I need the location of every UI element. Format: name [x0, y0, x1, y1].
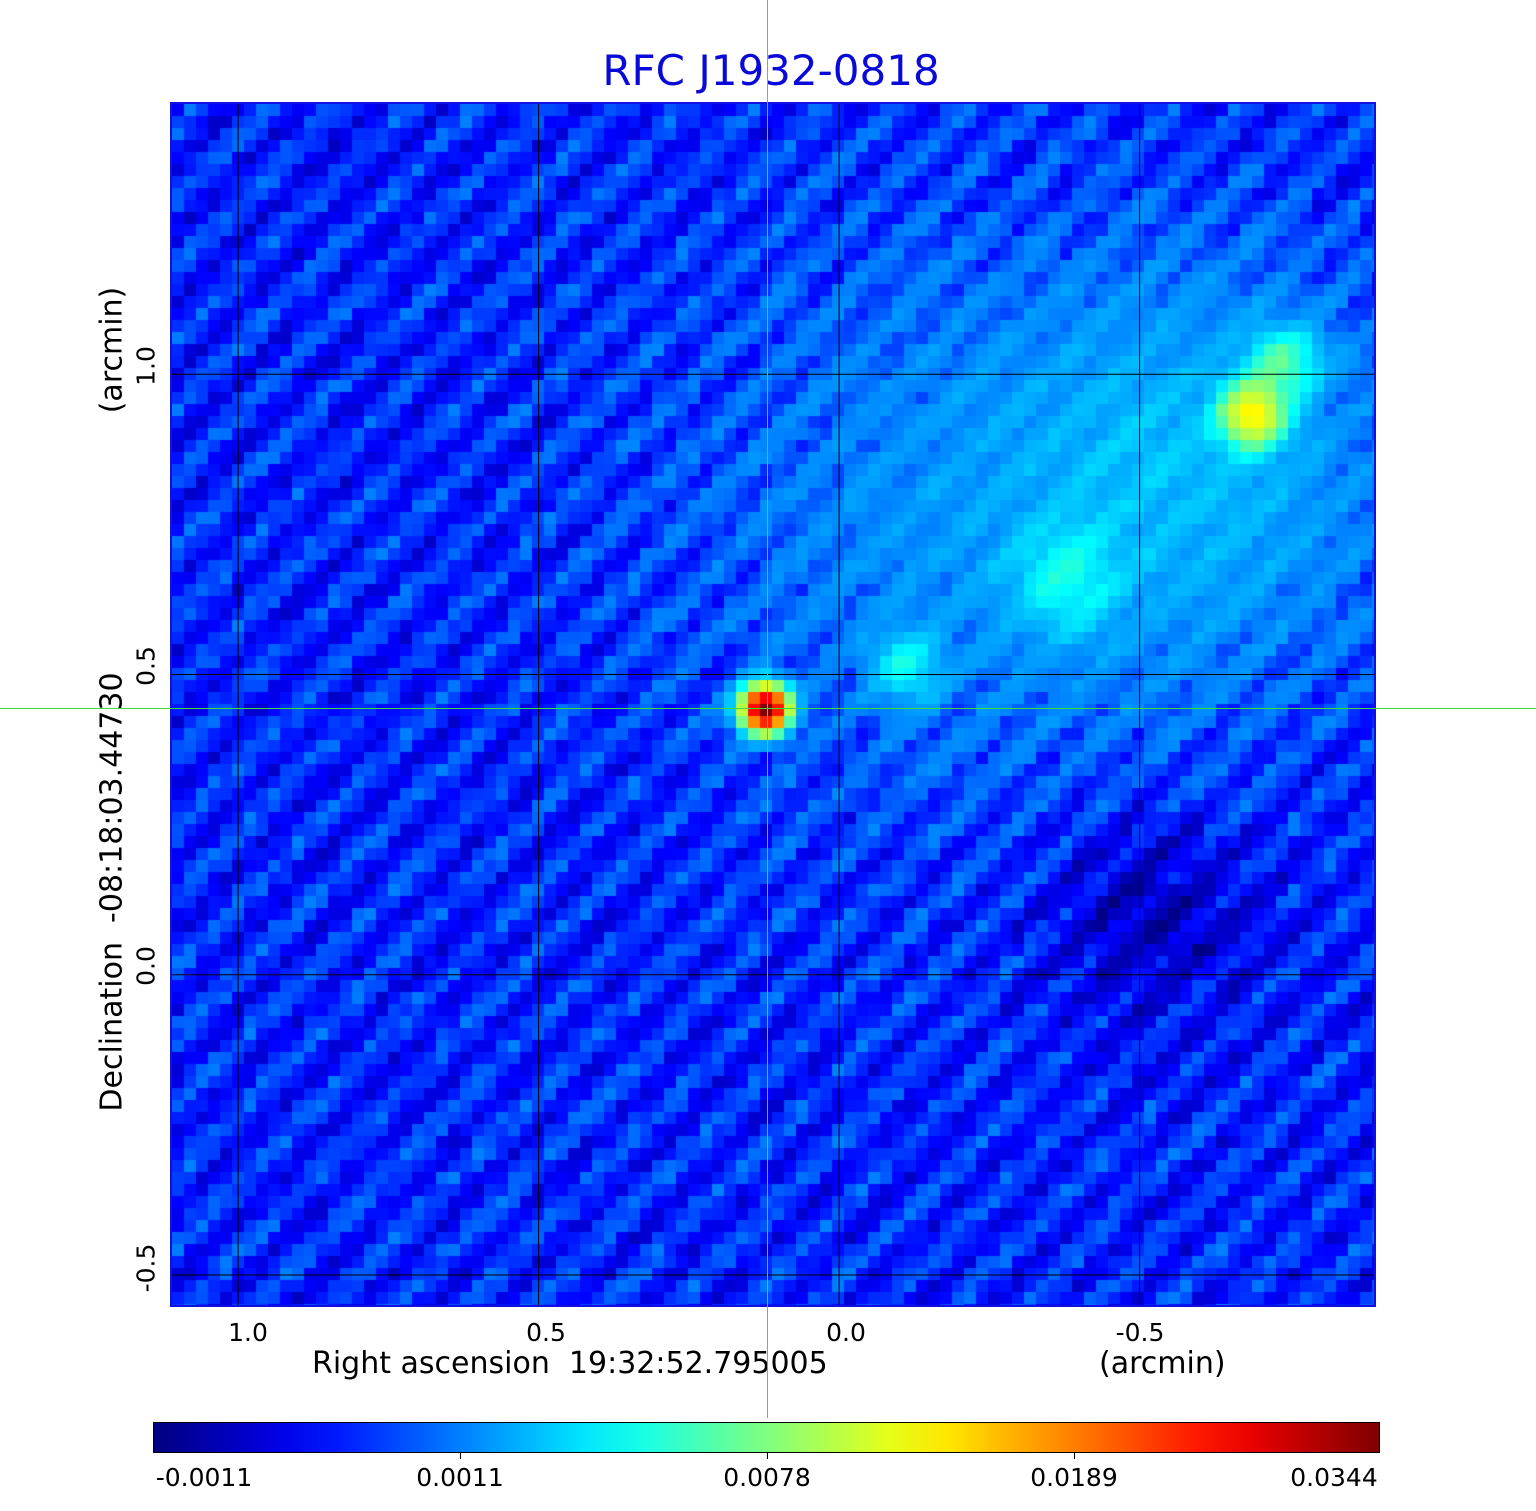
crosshair-vertical [767, 0, 768, 1418]
y-axis-label: Declination -08:18:03.44730 [94, 672, 130, 1112]
x-tick-label: 0.5 [526, 1318, 566, 1347]
y-tick-label: 0.5 [131, 646, 161, 686]
crosshair-horizontal [0, 708, 1536, 709]
chart-title: RFC J1932-0818 [602, 46, 940, 95]
y-tick-label: 1.0 [131, 346, 161, 386]
colorbar-tick-label: 0.0011 [416, 1463, 504, 1492]
x-axis-label: Right ascension 19:32:52.795005 [312, 1346, 828, 1381]
x-tick-label: 0.0 [826, 1318, 866, 1347]
y-tick-label: -0.5 [131, 1243, 161, 1293]
y-tick-label: 0.0 [131, 946, 161, 986]
intensity-map [172, 104, 1374, 1305]
colorbar-tick [460, 1453, 461, 1459]
colorbar-tick [767, 1453, 768, 1459]
y-axis-unit: (arcmin) [94, 286, 130, 414]
x-tick-label: 1.0 [228, 1318, 268, 1347]
colorbar-tick-label: -0.0011 [155, 1463, 253, 1492]
colorbar-tick-label: 0.0344 [1290, 1463, 1378, 1492]
colorbar-tick-label: 0.0078 [723, 1463, 811, 1492]
colorbar-tick-label: 0.0189 [1030, 1463, 1118, 1492]
x-tick-label: -0.5 [1115, 1318, 1165, 1347]
x-axis-unit: (arcmin) [1099, 1346, 1226, 1381]
grid-lines [172, 104, 1374, 1305]
colorbar [153, 1422, 1380, 1453]
colorbar-tick [1074, 1453, 1075, 1459]
